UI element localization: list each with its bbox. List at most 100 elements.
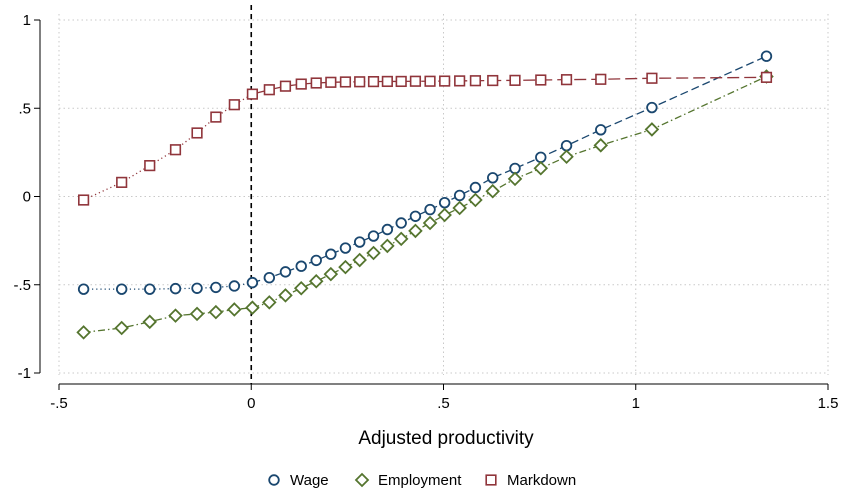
legend-item-wage: Wage xyxy=(268,472,329,489)
y-tick-label: .5 xyxy=(18,100,31,117)
data-point-wage xyxy=(424,203,436,216)
data-point-markdown xyxy=(381,75,393,88)
legend-label-markdown: Markdown xyxy=(507,472,576,489)
y-tick-label: 1 xyxy=(23,12,31,29)
data-point-markdown xyxy=(169,144,182,156)
data-point-wage xyxy=(144,283,156,295)
series-markdown xyxy=(78,71,773,206)
y-tick-label: 0 xyxy=(23,189,31,206)
x-tick-label: 1 xyxy=(632,395,640,412)
legend-item-employment: Employment xyxy=(354,472,462,489)
data-point-wage xyxy=(367,230,380,242)
data-point-markdown xyxy=(646,72,658,84)
data-point-markdown xyxy=(116,176,128,188)
data-point-markdown xyxy=(191,127,203,139)
tick-labels: -.5 0 .5 1 1.5 -1 -.5 0 .5 1 xyxy=(13,12,838,412)
data-point-employment xyxy=(245,300,260,315)
data-point-markdown xyxy=(246,88,259,100)
data-point-wage xyxy=(381,223,394,236)
data-point-wage xyxy=(646,101,658,114)
data-point-markdown xyxy=(487,74,499,87)
data-point-employment xyxy=(366,245,381,261)
data-point-wage xyxy=(77,283,90,295)
data-point-wage xyxy=(453,189,466,202)
data-point-employment xyxy=(293,281,309,296)
series-employment xyxy=(76,69,774,340)
data-point-wage xyxy=(339,242,352,254)
data-point-markdown xyxy=(439,75,451,87)
data-point-employment xyxy=(142,314,158,330)
legend-label-employment: Employment xyxy=(378,472,462,489)
data-point-markdown xyxy=(454,75,466,87)
data-point-employment xyxy=(507,171,523,187)
data-point-employment xyxy=(644,122,660,137)
data-point-employment xyxy=(437,207,452,223)
x-tick-label: -.5 xyxy=(50,395,68,412)
data-point-markdown xyxy=(310,77,322,89)
legend-marker-markdown xyxy=(485,474,497,486)
data-point-wage xyxy=(325,248,337,260)
y-tick-label: -.5 xyxy=(13,277,31,294)
data-point-employment xyxy=(323,266,339,282)
data-point-markdown xyxy=(760,71,773,83)
legend-marker-wage xyxy=(268,474,280,486)
data-point-employment xyxy=(559,149,574,165)
data-point-wage xyxy=(409,210,422,222)
data-point-employment xyxy=(352,252,367,268)
data-point-markdown xyxy=(325,76,337,88)
data-point-employment xyxy=(452,200,467,216)
data-point-employment xyxy=(338,259,353,275)
data-point-employment xyxy=(208,304,224,320)
data-point-employment xyxy=(380,238,395,254)
data-point-wage xyxy=(395,217,407,229)
data-point-wage xyxy=(353,236,366,248)
data-point-employment xyxy=(393,231,409,247)
data-point-markdown xyxy=(469,75,482,87)
data-point-employment xyxy=(189,306,205,322)
data-point-employment xyxy=(533,160,549,176)
data-point-markdown xyxy=(367,75,380,88)
data-point-employment xyxy=(168,308,183,323)
axes xyxy=(34,19,829,390)
series xyxy=(76,50,774,340)
data-point-wage xyxy=(191,282,203,294)
data-point-employment xyxy=(227,302,242,317)
legend-marker-employment xyxy=(354,472,370,488)
legend: Wage Employment Markdown xyxy=(268,472,576,489)
series-line-markdown xyxy=(83,93,253,201)
data-point-wage xyxy=(263,271,276,284)
y-tick-label: -1 xyxy=(18,365,31,382)
x-tick-label: 1.5 xyxy=(818,395,839,412)
data-point-wage xyxy=(469,181,482,194)
data-point-markdown xyxy=(395,75,407,88)
data-point-employment xyxy=(485,183,500,199)
data-point-wage xyxy=(760,50,773,62)
x-axis-title: Adjusted productivity xyxy=(358,428,534,449)
x-tick-label: .5 xyxy=(437,395,450,412)
data-point-employment xyxy=(278,288,293,303)
data-point-markdown xyxy=(509,74,521,86)
data-point-employment xyxy=(76,325,91,340)
data-point-employment xyxy=(422,215,438,231)
data-point-wage xyxy=(487,172,499,184)
data-point-markdown xyxy=(263,84,275,96)
data-point-employment xyxy=(593,138,609,153)
data-point-markdown xyxy=(424,75,436,87)
data-point-markdown xyxy=(78,194,90,206)
data-point-markdown xyxy=(210,111,222,123)
data-point-wage xyxy=(210,281,222,294)
data-point-employment xyxy=(308,273,324,289)
data-point-markdown xyxy=(144,160,156,172)
data-point-markdown xyxy=(595,73,607,85)
data-point-markdown xyxy=(295,78,307,90)
data-point-wage xyxy=(535,151,547,164)
legend-label-wage: Wage xyxy=(290,472,329,489)
data-point-wage xyxy=(279,266,292,278)
data-point-markdown xyxy=(560,74,573,86)
data-point-wage xyxy=(295,260,307,272)
data-point-wage xyxy=(228,280,241,292)
data-point-wage xyxy=(310,254,322,267)
data-point-employment xyxy=(408,223,423,239)
